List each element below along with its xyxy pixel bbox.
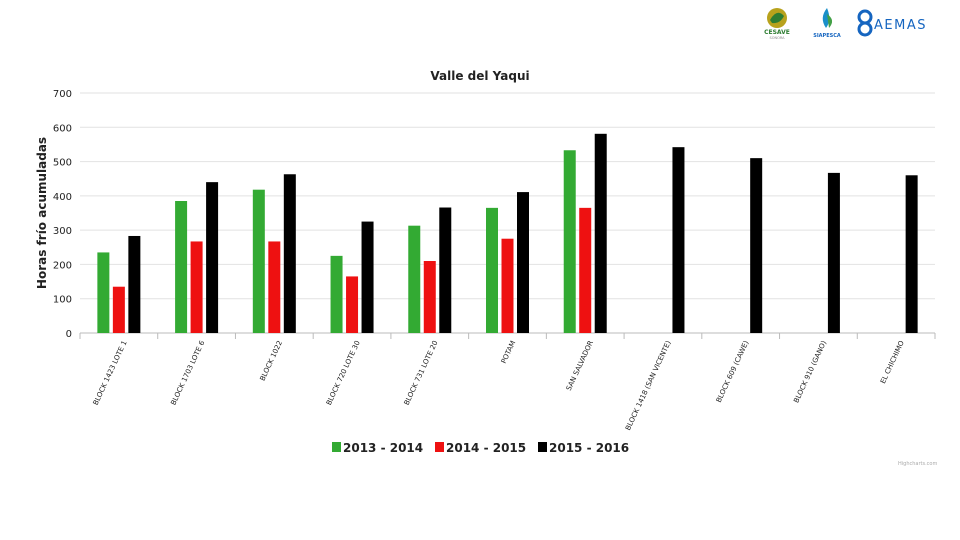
legend: 2013 - 2014 2014 - 2015 2015 - 2016	[332, 441, 629, 455]
bar	[563, 150, 576, 333]
bar	[408, 225, 421, 333]
bar	[97, 252, 110, 333]
x-tick-label: BLOCK 1703 LOTE 6	[169, 339, 206, 407]
legend-swatch	[332, 442, 341, 452]
y-tick-label: 300	[53, 226, 72, 237]
legend-swatch	[538, 442, 547, 452]
bar	[501, 238, 514, 333]
y-tick-label: 200	[53, 260, 72, 271]
legend-swatch	[435, 442, 444, 452]
logos: CESAVE SONORA SIAPESCA AEMAS	[760, 6, 930, 40]
x-tick-label: BLOCK 910 (GANO)	[792, 339, 828, 404]
y-tick-label: 500	[53, 158, 72, 169]
legend-label: 2013 - 2014	[343, 441, 423, 455]
bars	[97, 133, 918, 333]
bar	[361, 221, 374, 333]
bar	[346, 276, 359, 333]
y-tick-label: 600	[53, 123, 72, 134]
cesave-logo-text: CESAVE	[764, 29, 790, 36]
x-tick-label: BLOCK 720 LOTE 30	[325, 339, 362, 406]
bar	[905, 175, 918, 333]
x-tick-label: BLOCK 1022	[259, 339, 285, 382]
bar	[283, 174, 296, 333]
bar	[330, 255, 343, 333]
bar	[190, 241, 203, 333]
bar	[750, 158, 763, 333]
y-tick-label: 0	[66, 329, 72, 340]
legend-label: 2015 - 2016	[549, 441, 629, 455]
y-tick-label: 400	[53, 192, 72, 203]
bar	[423, 261, 436, 333]
x-tick-label: SAN SALVADOR	[565, 339, 595, 392]
bar	[175, 201, 188, 333]
siapesca-logo: SIAPESCA	[813, 8, 841, 39]
y-axis-label: Horas frío acumuladas	[35, 137, 49, 289]
bar	[672, 147, 685, 333]
bar	[594, 133, 607, 333]
x-tick-label: BLOCK 1423 LOTE 1	[92, 339, 129, 406]
bar	[268, 241, 281, 333]
cesave-logo-subtext: SONORA	[769, 36, 785, 40]
chart-title: Valle del Yaqui	[430, 69, 529, 83]
x-tick-label: BLOCK 609 (CAWE)	[715, 339, 751, 404]
x-tick-label: EL CHICHIMO	[879, 339, 906, 385]
y-tick-label: 700	[53, 89, 72, 100]
y-axis: 0 100 200 300 400 500 600 700	[53, 89, 72, 340]
siapesca-logo-text: SIAPESCA	[813, 33, 841, 39]
bar	[486, 207, 498, 333]
aemas-logo: AEMAS	[857, 9, 926, 37]
cesave-logo: CESAVE SONORA	[764, 8, 790, 40]
bar	[439, 207, 452, 333]
bar	[579, 207, 592, 333]
x-tick-label: BLOCK 1418 (SAN VICENTE)	[624, 339, 673, 432]
bar	[206, 182, 219, 333]
x-tick-label: POTAM	[500, 339, 518, 364]
bar	[827, 172, 840, 333]
chart-credit: Highcharts.com	[898, 461, 938, 467]
x-tick-label: BLOCK 731 LOTE 20	[403, 339, 440, 406]
aemas-logo-text: AEMAS	[874, 18, 926, 33]
y-tick-label: 100	[53, 295, 72, 306]
bar	[517, 192, 529, 333]
x-axis: BLOCK 1423 LOTE 1 BLOCK 1703 LOTE 6 BLOCK …	[79, 333, 936, 432]
bar	[252, 189, 265, 333]
bar	[112, 286, 125, 333]
legend-label: 2014 - 2015	[446, 441, 526, 455]
bar	[128, 235, 141, 333]
